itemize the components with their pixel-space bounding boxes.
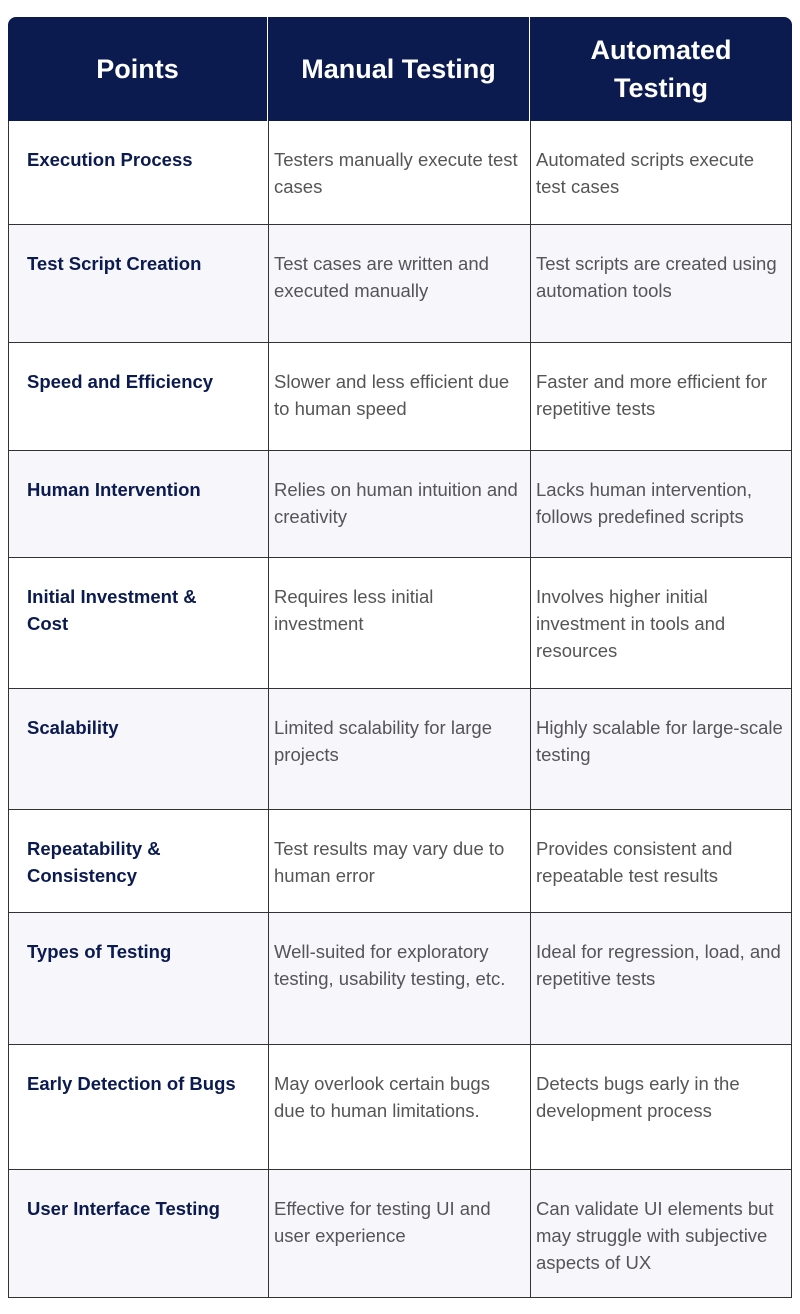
cell: Provides consistent and repeatable test … <box>530 810 792 913</box>
cell: Test results may vary due to human error <box>268 810 530 913</box>
table-row: Repeatability & Consistency Test results … <box>8 810 792 913</box>
table-row: Scalability Limited scalability for large… <box>8 689 792 810</box>
cell: Faster and more efficient for repetitive… <box>530 343 792 451</box>
cell: Test scripts are created using automatio… <box>530 225 792 343</box>
table-row: User Interface Testing Effective for test… <box>8 1170 792 1298</box>
table-row: Speed and Efficiency Slower and less effi… <box>8 343 792 451</box>
cell: Lacks human intervention, follows predef… <box>530 451 792 558</box>
cell: Effective for testing UI and user experi… <box>268 1170 530 1298</box>
cell: Detects bugs early in the development pr… <box>530 1045 792 1170</box>
row-label: Human Intervention <box>8 451 268 558</box>
table-row: Human Intervention Relies on human intuit… <box>8 451 792 558</box>
table-row: Execution Process Testers manually execut… <box>8 121 792 225</box>
cell: Requires less initial investment <box>268 558 530 689</box>
row-label: Execution Process <box>8 121 268 225</box>
row-label: Types of Testing <box>8 913 268 1045</box>
table-row: Initial Investment & Cost Requires less i… <box>8 558 792 689</box>
row-label: User Interface Testing <box>8 1170 268 1298</box>
row-label: Speed and Efficiency <box>8 343 268 451</box>
cell: Slower and less efficient due to human s… <box>268 343 530 451</box>
cell: Involves higher initial investment in to… <box>530 558 792 689</box>
cell: May overlook certain bugs due to human l… <box>268 1045 530 1170</box>
header-cell: Automated Testing <box>530 17 792 121</box>
cell: Ideal for regression, load, and repetiti… <box>530 913 792 1045</box>
row-label: Initial Investment & Cost <box>8 558 268 689</box>
header-row: Points Manual Testing Automated Testing <box>8 17 792 121</box>
cell: Testers manually execute test cases <box>268 121 530 225</box>
table-container: Points Manual Testing Automated Testing Ex… <box>8 17 792 1298</box>
row-label: Repeatability & Consistency <box>8 810 268 913</box>
row-label: Early Detection of Bugs <box>8 1045 268 1170</box>
cell: Automated scripts execute test cases <box>530 121 792 225</box>
row-label: Test Script Creation <box>8 225 268 343</box>
cell: Well-suited for exploratory testing, usa… <box>268 913 530 1045</box>
table-row: Test Script Creation Test cases are writt… <box>8 225 792 343</box>
comparison-table: Points Manual Testing Automated Testing Ex… <box>8 17 792 1298</box>
header-cell: Points <box>8 17 268 121</box>
header-cell: Manual Testing <box>268 17 530 121</box>
cell: Can validate UI elements but may struggl… <box>530 1170 792 1298</box>
cell: Highly scalable for large-scale testing <box>530 689 792 810</box>
cell: Limited scalability for large projects <box>268 689 530 810</box>
table-row: Early Detection of Bugs May overlook cert… <box>8 1045 792 1170</box>
table-row: Types of Testing Well-suited for explorat… <box>8 913 792 1045</box>
cell: Relies on human intuition and creativity <box>268 451 530 558</box>
row-label: Scalability <box>8 689 268 810</box>
table-body: Execution Process Testers manually execut… <box>8 121 792 1298</box>
cell: Test cases are written and executed manu… <box>268 225 530 343</box>
